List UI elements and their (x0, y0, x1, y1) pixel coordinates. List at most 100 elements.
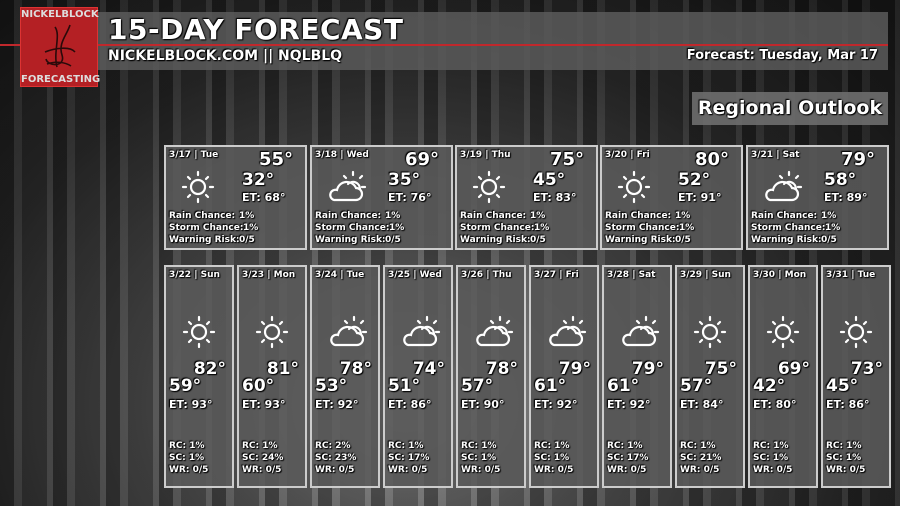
day-card: 3/20 | Fri 80° 52° ET: 91° Rain Chance: 1… (600, 145, 743, 250)
et-temp: ET: 93° (169, 398, 213, 411)
day-card: 3/18 | Wed 69° 35° ET: 76° Rain Chance: 1… (310, 145, 453, 250)
sun-icon (252, 312, 292, 356)
warning-risk: Warning Risk: 0/5 (751, 235, 837, 245)
warning-risk: WR: 0/5 (461, 465, 501, 475)
partly-cloudy-icon (325, 312, 369, 356)
day-date: 3/25 | Wed (388, 270, 442, 280)
high-temp: 78° (485, 359, 518, 379)
rain-chance: RC: 1% (461, 441, 497, 451)
sun-icon (178, 167, 218, 211)
storm-value: 1% (389, 223, 405, 233)
day-date: 3/30 | Mon (753, 270, 807, 280)
logo: NICKELBLOCK FORECASTING (20, 7, 101, 87)
storm-chance: SC: 17% (388, 453, 430, 463)
et-temp: ET: 83° (533, 191, 577, 204)
partly-cloudy-icon (398, 312, 442, 356)
warning-risk: WR: 0/5 (169, 465, 209, 475)
rain-chance: Rain Chance: 1% (169, 211, 254, 221)
high-temp: 80° (694, 149, 729, 170)
day-card: 3/22 | Sun 82° 59° ET: 93° RC: 1% SC: 1%… (164, 265, 234, 488)
day-card: 3/31 | Tue 73° 45° ET: 86° RC: 1% SC: 1%… (821, 265, 891, 488)
storm-chance: Storm Chance: 1% (315, 223, 404, 233)
day-date: 3/21 | Sat (751, 150, 800, 160)
logo-bottom-text: FORECASTING (21, 74, 101, 85)
high-temp: 75° (549, 149, 584, 170)
storm-value: 1% (534, 223, 550, 233)
et-temp: ET: 93° (242, 398, 286, 411)
storm-chance: Storm Chance: 1% (751, 223, 840, 233)
warning-label: Warning Risk: (460, 235, 531, 245)
storm-label: Storm Chance: (315, 223, 390, 233)
rain-chance: RC: 1% (680, 441, 716, 451)
storm-label: Storm Chance: (605, 223, 680, 233)
low-temp: 61° (607, 376, 640, 396)
rain-chance: RC: 1% (242, 441, 278, 451)
high-temp: 82° (193, 359, 226, 379)
day-card: 3/17 | Tue 55° 32° ET: 68° Rain Chance: 1… (164, 145, 307, 250)
day-card: 3/24 | Tue 78° 53° ET: 92° RC: 2% SC: 23… (310, 265, 380, 488)
warning-risk: WR: 0/5 (534, 465, 574, 475)
sun-icon (469, 167, 509, 211)
day-date: 3/28 | Sat (607, 270, 656, 280)
storm-chance: SC: 1% (534, 453, 570, 463)
storm-chance: SC: 1% (753, 453, 789, 463)
warning-value: 0/5 (675, 235, 691, 245)
rain-value: 1% (821, 211, 837, 221)
day-date: 3/22 | Sun (169, 270, 220, 280)
warning-risk: Warning Risk: 0/5 (460, 235, 546, 245)
low-temp: 52° (678, 170, 711, 190)
sun-icon (836, 312, 876, 356)
day-date: 3/26 | Thu (461, 270, 512, 280)
et-temp: ET: 84° (680, 398, 724, 411)
et-temp: ET: 89° (824, 191, 868, 204)
et-temp: ET: 86° (388, 398, 432, 411)
et-temp: ET: 68° (242, 191, 286, 204)
low-temp: 61° (534, 376, 567, 396)
et-temp: ET: 92° (607, 398, 651, 411)
day-date: 3/20 | Fri (605, 150, 650, 160)
sun-icon (614, 167, 654, 211)
warning-risk: WR: 0/5 (388, 465, 428, 475)
sun-icon (690, 312, 730, 356)
low-temp: 58° (824, 170, 857, 190)
rain-chance: Rain Chance: 1% (460, 211, 545, 221)
high-temp: 69° (404, 149, 439, 170)
warning-risk: WR: 0/5 (680, 465, 720, 475)
high-temp: 55° (258, 149, 293, 170)
storm-chance: SC: 21% (680, 453, 722, 463)
sun-icon (763, 312, 803, 356)
warning-value: 0/5 (821, 235, 837, 245)
et-temp: ET: 90° (461, 398, 505, 411)
storm-chance: SC: 1% (169, 453, 205, 463)
rain-chance: Rain Chance: 1% (605, 211, 690, 221)
day-card: 3/26 | Thu 78° 57° ET: 90° RC: 1% SC: 1%… (456, 265, 526, 488)
et-temp: ET: 91° (678, 191, 722, 204)
rain-value: 1% (675, 211, 691, 221)
high-temp: 79° (558, 359, 591, 379)
rain-label: Rain Chance: (460, 211, 527, 221)
rain-chance: RC: 1% (169, 441, 205, 451)
rain-value: 1% (385, 211, 401, 221)
warning-label: Warning Risk: (751, 235, 822, 245)
day-date: 3/29 | Sun (680, 270, 731, 280)
et-temp: ET: 80° (753, 398, 797, 411)
day-card: 3/23 | Mon 81° 60° ET: 93° RC: 1% SC: 24… (237, 265, 307, 488)
partly-cloudy-icon (544, 312, 588, 356)
rain-chance: RC: 1% (534, 441, 570, 451)
warning-risk: WR: 0/5 (826, 465, 866, 475)
page-title: 15-DAY FORECAST (108, 13, 404, 46)
header-divider (0, 44, 888, 46)
low-temp: 45° (826, 376, 859, 396)
low-temp: 59° (169, 376, 202, 396)
header-bar (20, 12, 888, 70)
high-temp: 79° (631, 359, 664, 379)
rain-chance: RC: 2% (315, 441, 351, 451)
rain-label: Rain Chance: (169, 211, 236, 221)
storm-chance: Storm Chance: 1% (169, 223, 258, 233)
warning-risk: Warning Risk: 0/5 (315, 235, 401, 245)
low-temp: 60° (242, 376, 275, 396)
rain-chance: RC: 1% (388, 441, 424, 451)
logo-top-text: NICKELBLOCK (21, 9, 99, 20)
low-temp: 45° (533, 170, 566, 190)
day-date: 3/27 | Fri (534, 270, 579, 280)
